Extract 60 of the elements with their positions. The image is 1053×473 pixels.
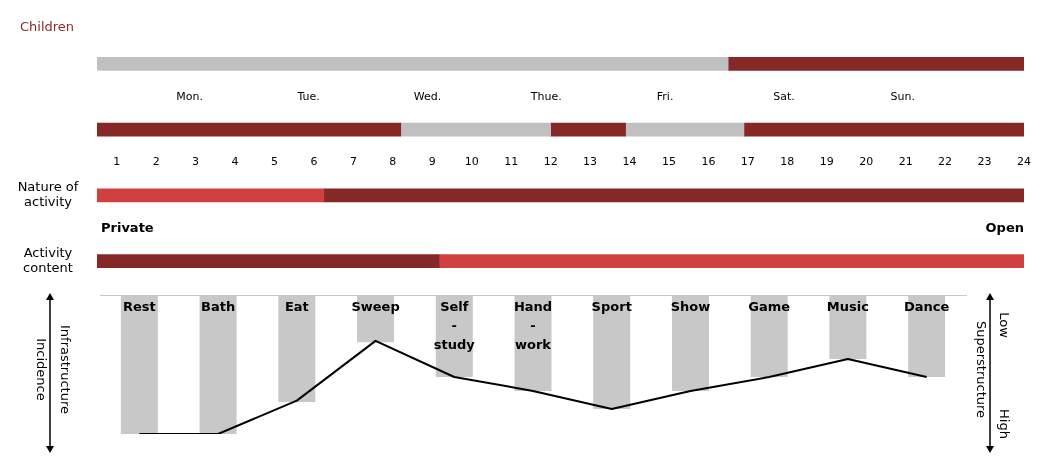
text: High: [996, 409, 1012, 439]
x-tick-label: 4: [231, 155, 239, 169]
x-tick-label: 5: [271, 155, 279, 169]
x-tick-label: 1: [113, 155, 121, 169]
x-tick-label: 20: [859, 155, 874, 169]
x-tick-label: 17: [740, 155, 755, 169]
x-tick-label: Bath: [201, 299, 236, 315]
bar: [323, 188, 1024, 203]
annotation: Wed.: [413, 89, 442, 103]
x-tick-label: Music: [826, 299, 869, 315]
annotation: Private: [101, 219, 154, 235]
x-tick-label: 14: [622, 155, 637, 169]
bar: [727, 57, 1024, 71]
x-tick-label: Sport: [591, 299, 632, 315]
annotation: Mon.: [176, 89, 204, 103]
x-tick-label: 15: [661, 155, 676, 169]
x-tick-label: 16: [701, 155, 716, 169]
bar: [438, 254, 1024, 268]
x-tick-label: 7: [349, 155, 357, 169]
x-tick-label: 22: [938, 155, 953, 169]
x-tick-label: 2: [152, 155, 160, 169]
bar: [550, 122, 626, 137]
x-tick-label: 13: [583, 155, 598, 169]
annotation: Sat.: [773, 89, 795, 103]
x-tick-label: Show: [670, 299, 711, 315]
x-tick-label: Eat: [284, 299, 309, 315]
bar: [97, 254, 440, 268]
x-tick-label: Hand - work: [513, 299, 553, 353]
y-tick-label: Nature of activity: [17, 179, 79, 210]
x-tick-label: 10: [464, 155, 479, 169]
x-tick-label: Sweep: [351, 299, 400, 315]
bar: [625, 122, 745, 137]
x-tick-label: 9: [428, 155, 436, 169]
y-tick-label: Activity content: [23, 245, 73, 275]
x-tick-label: Game: [748, 299, 791, 315]
annotation: Tue.: [296, 89, 320, 103]
bar: [97, 188, 325, 203]
x-tick-label: 19: [819, 155, 834, 169]
chart-title: Children: [20, 19, 75, 34]
annotation: Fri.: [656, 89, 674, 103]
y2-axis-title: Superstructure: [973, 320, 989, 419]
x-tick-label: 11: [504, 155, 519, 169]
x-tick-label: 18: [780, 155, 795, 169]
y-axis-title: Infrastructure Incidence: [33, 325, 73, 414]
annotation: Open: [985, 219, 1024, 235]
annotation: Thue.: [529, 89, 562, 103]
text: Low: [996, 312, 1012, 339]
x-tick-label: 8: [389, 155, 397, 169]
x-tick-label: Rest: [122, 299, 156, 315]
x-tick-label: Dance: [903, 299, 950, 315]
x-tick-label: 6: [310, 155, 318, 169]
x-tick-label: 12: [543, 155, 558, 169]
x-tick-label: 3: [192, 155, 200, 169]
x-tick-label: 21: [898, 155, 913, 169]
bar: [97, 122, 402, 137]
x-tick-label: Self - study: [433, 299, 476, 353]
x-tick-label: 24: [1017, 155, 1031, 169]
bar: [743, 122, 1024, 137]
annotation: Sun.: [890, 89, 915, 103]
x-tick-label: 23: [977, 155, 992, 169]
